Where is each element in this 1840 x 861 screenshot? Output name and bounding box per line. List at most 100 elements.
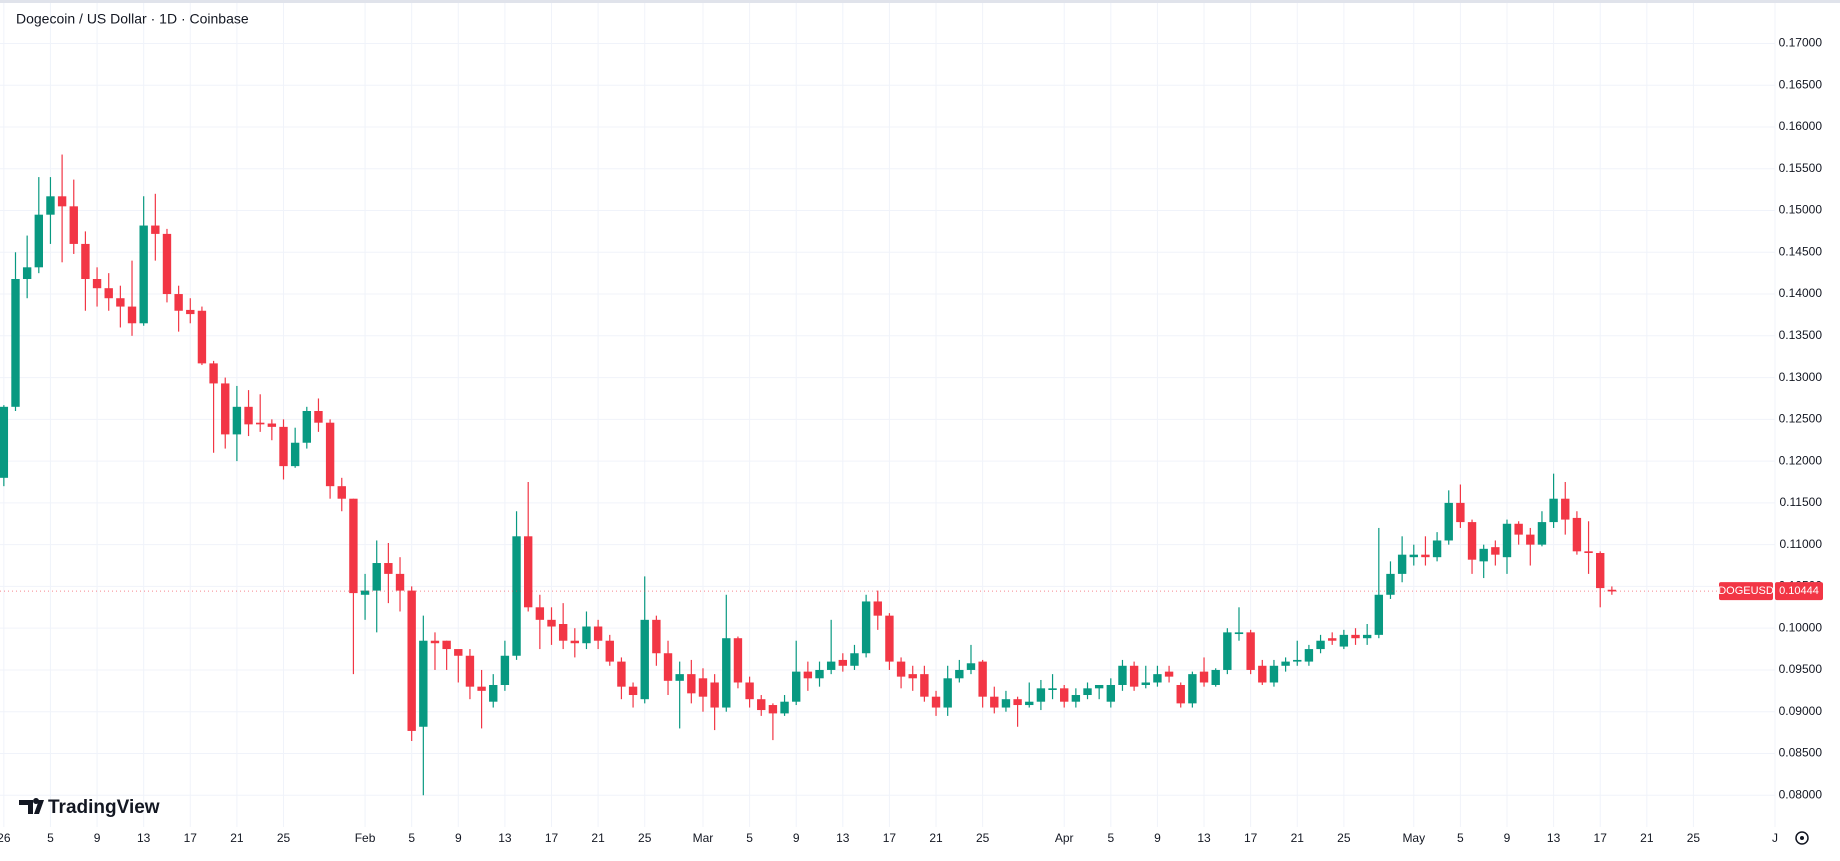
candle-body [1421,554,1430,558]
candle-body [1409,554,1418,558]
x-tick-label: 21 [591,831,605,845]
candle-body [838,659,848,666]
x-tick-label: 25 [1337,831,1351,845]
candle-body [943,678,952,708]
candle-body [1397,554,1407,574]
y-tick-label: 0.11500 [1780,495,1823,509]
candle-body [1316,640,1325,650]
candle-body [803,671,813,679]
candle-body [127,306,137,324]
candle-body [745,682,754,700]
x-tick-label: 9 [94,831,101,845]
candle-body [139,225,148,324]
y-tick-label: 0.10000 [1779,620,1823,634]
x-tick-label: 9 [793,831,800,845]
candle-body [302,410,312,443]
candle-body [209,363,218,384]
candle-body [558,624,568,641]
candle-body [1432,540,1442,558]
x-tick-label: 13 [1197,831,1211,845]
candle-body [582,626,591,644]
candle-body [407,590,416,731]
candle-body [325,422,335,487]
y-tick-label: 0.13500 [1779,328,1823,342]
candle-body [1386,573,1395,595]
candle-body [477,686,486,691]
x-tick-label: 5 [1107,831,1114,845]
y-tick-label: 0.08000 [1779,787,1823,801]
candle-body [1537,522,1547,545]
candle-body [1001,699,1011,708]
candle-body [978,661,987,697]
brand-name: TradingView [48,797,160,818]
candle-body [1223,632,1232,670]
candle-body [151,225,160,234]
x-tick-label: 25 [277,831,291,845]
grid [0,3,1776,827]
candle-body [1083,688,1092,696]
candle-body [244,406,253,425]
candle-body [186,309,195,315]
x-tick-label: 25 [976,831,990,845]
y-tick-label: 0.16500 [1779,77,1823,91]
candle-body [104,288,113,299]
candle-body [920,674,929,697]
candle-body [337,486,346,499]
candle-body [442,640,451,650]
candle-body [1596,553,1605,589]
candle-body [1444,502,1453,541]
candle-body [1258,665,1267,683]
x-tick-label: 25 [1687,831,1701,845]
candle-body [792,671,801,702]
candle-body [757,699,766,711]
candle-body [314,410,323,423]
y-tick-label: 0.15500 [1779,161,1823,175]
x-tick-label: 26 [0,831,11,845]
candle-body [22,267,32,280]
candle-body [0,406,9,478]
candle-body [722,638,731,708]
candle-body [1328,638,1337,641]
candle-body [1607,589,1617,592]
candle-body [1456,502,1465,523]
x-tick-label: J [1772,831,1778,845]
x-tick-label: Feb [355,831,376,845]
candle-body [430,640,440,644]
settings-icon[interactable] [1795,831,1809,845]
settings-button[interactable] [1795,831,1809,845]
x-tick-label: Mar [693,831,714,845]
candle-body [663,653,673,681]
candle-body [1514,523,1523,535]
x-tick-label: May [1402,831,1425,845]
candle-body [675,674,684,681]
candle-body [1153,674,1162,683]
candle-body [966,663,976,670]
candle-body [1351,634,1360,639]
x-tick-label: 17 [883,831,897,845]
candle-body [349,498,358,594]
candle-body [605,640,614,662]
x-tick-label: 9 [455,831,462,845]
candle-body [640,619,649,700]
candle-body [1526,534,1535,545]
candle-body [687,674,696,694]
candle-body [861,601,871,654]
candle-body [232,406,242,435]
candle-body [826,661,836,670]
candle-body [1071,695,1081,702]
candle-body [873,601,882,616]
candle-body [92,279,102,289]
candle-body [290,442,300,467]
candle-body [11,279,20,407]
candle-body [489,684,498,702]
symbol-tag [1719,582,1773,601]
candle-body [1234,632,1244,635]
candle-body [1036,688,1046,702]
candle-body [535,607,545,620]
candle-body [372,563,381,591]
y-tick-label: 0.17000 [1779,36,1823,50]
candle-body [628,686,638,696]
x-tick-label: 5 [1457,831,1464,845]
candle-body [1094,684,1104,689]
candle-body [174,294,183,311]
